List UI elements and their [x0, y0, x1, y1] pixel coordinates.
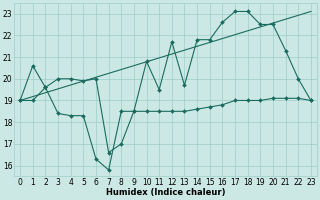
X-axis label: Humidex (Indice chaleur): Humidex (Indice chaleur) — [106, 188, 225, 197]
